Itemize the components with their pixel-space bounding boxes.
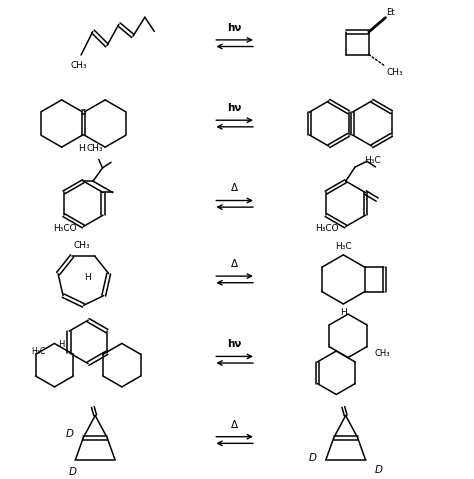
Text: D: D [66,429,74,439]
Text: hν: hν [228,339,242,349]
Text: CH₃: CH₃ [374,349,390,358]
Text: H₃C: H₃C [364,156,380,165]
Text: H: H [340,308,346,317]
Text: CH₃: CH₃ [73,241,90,251]
Text: H₃CO: H₃CO [53,224,76,233]
Text: CH₃: CH₃ [70,61,87,70]
Text: H: H [58,340,64,349]
Text: D: D [69,467,77,477]
Text: Δ: Δ [231,259,238,269]
Text: H: H [84,273,91,282]
Text: CH₃: CH₃ [387,68,403,77]
Text: D: D [309,454,317,464]
Text: hν: hν [228,103,242,113]
Text: H₃C: H₃C [335,242,352,251]
Text: H₃CO: H₃CO [315,224,338,233]
Text: Δ: Δ [231,420,238,430]
Text: Δ: Δ [231,183,238,194]
Text: H₃C: H₃C [31,346,45,355]
Text: Et: Et [386,8,395,17]
Text: H: H [78,144,84,153]
Text: CH₃: CH₃ [86,144,103,153]
Text: hν: hν [228,23,242,33]
Text: D: D [375,465,383,475]
